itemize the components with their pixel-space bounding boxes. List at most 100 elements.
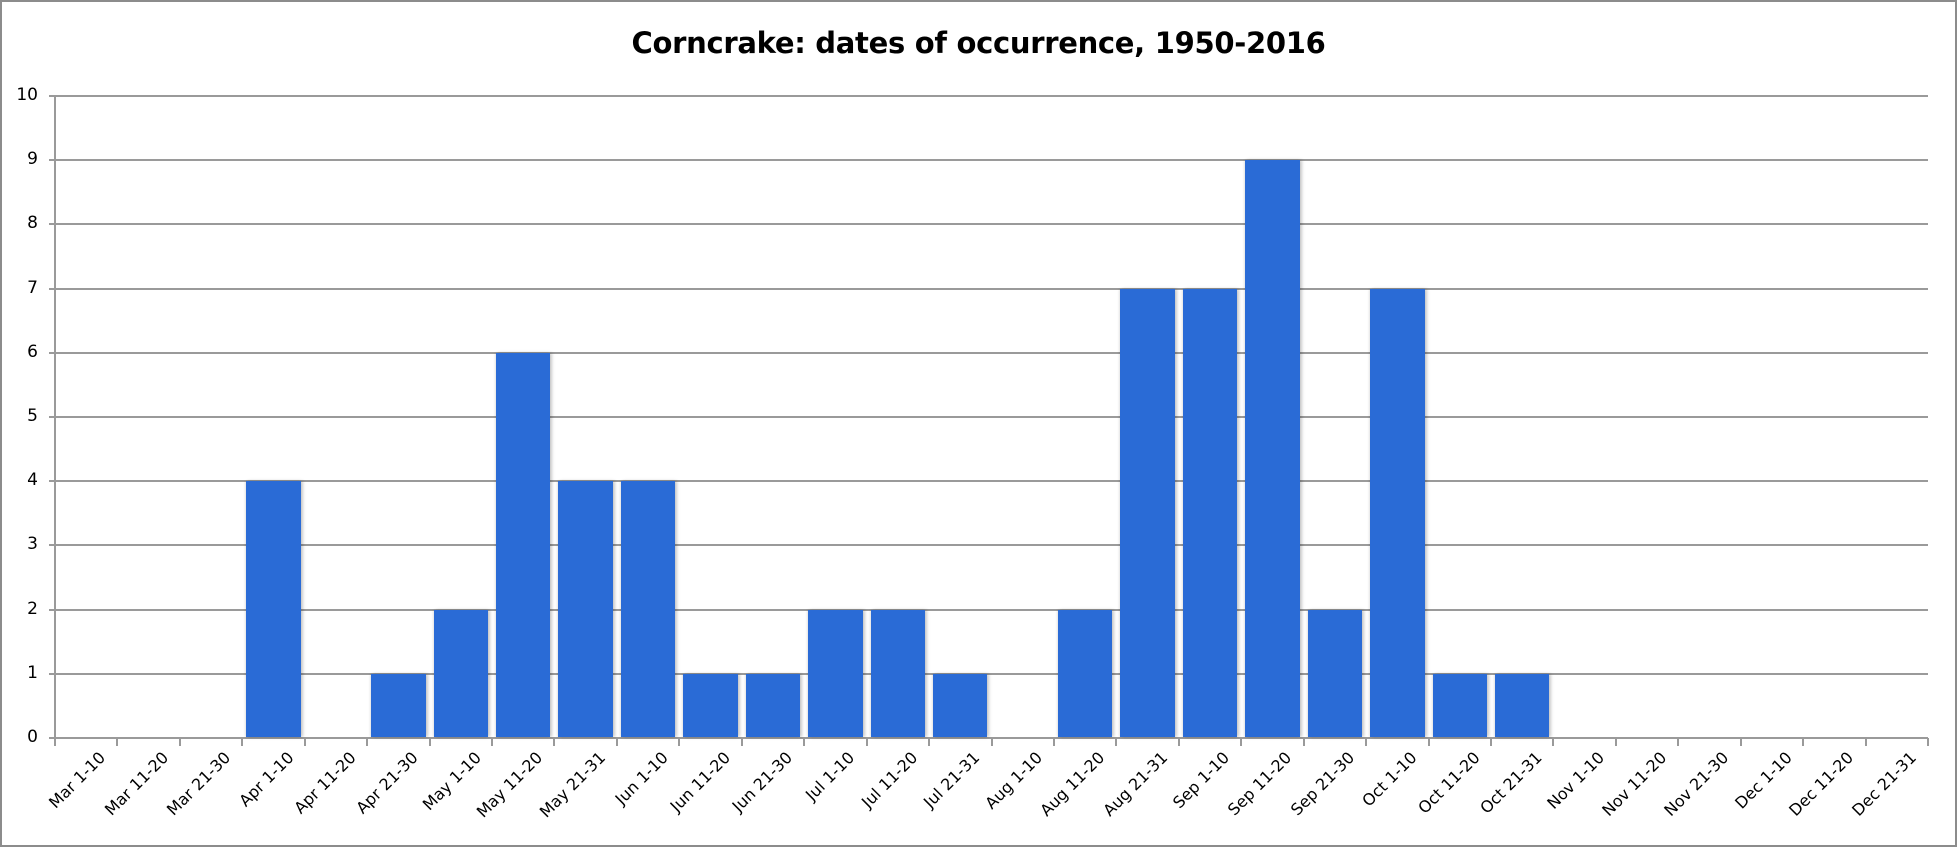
- y-tick-label: 3: [27, 534, 38, 555]
- x-tick-mark: [303, 738, 306, 746]
- x-tick-mark: [1365, 738, 1368, 746]
- x-tick-mark: [366, 738, 369, 746]
- gridline: [55, 95, 1928, 97]
- x-tick-mark: [1177, 738, 1180, 746]
- x-tick-mark: [1052, 738, 1055, 746]
- bar-jul-21-31: [933, 673, 988, 737]
- x-tick-label: Jul 21-31: [920, 748, 984, 812]
- x-tick-label: Dec 1-10: [1731, 748, 1796, 813]
- x-tick-label: Mar 11-20: [100, 748, 172, 820]
- x-tick-mark: [1240, 738, 1243, 746]
- x-tick-label: Apr 21-30: [352, 748, 423, 818]
- y-tick-mark: [49, 287, 55, 290]
- x-tick-label: Apr 1-10: [234, 748, 298, 811]
- x-tick-mark: [491, 738, 494, 746]
- bar-apr-21-30: [371, 673, 426, 737]
- x-tick-label: Nov 1-10: [1542, 748, 1608, 813]
- y-tick-mark: [49, 416, 55, 418]
- bar-jul-11-20: [870, 609, 926, 737]
- x-tick-mark: [1614, 738, 1617, 746]
- y-tick-mark: [49, 159, 55, 162]
- x-tick-label: Sep 1-10: [1168, 748, 1234, 813]
- x-tick-label: Dec 21-31: [1847, 748, 1920, 820]
- x-tick-label: Nov 11-20: [1598, 748, 1671, 820]
- y-tick-mark: [49, 672, 55, 675]
- gridline: [55, 480, 1928, 483]
- bar-aug-11-20: [1057, 609, 1113, 737]
- gridline: [55, 287, 1928, 290]
- y-tick-label: 9: [27, 149, 38, 170]
- y-tick-label: 5: [27, 406, 38, 426]
- x-tick-mark: [428, 738, 431, 746]
- x-tick-mark: [241, 738, 244, 746]
- x-tick-label: Dec 11-20: [1785, 748, 1858, 820]
- bar-aug-21-31: [1120, 288, 1175, 737]
- y-tick-mark: [49, 351, 55, 354]
- bar-may-21-31: [558, 481, 613, 737]
- y-tick-mark: [49, 737, 55, 739]
- y-tick-label: 1: [27, 662, 38, 683]
- x-tick-mark: [990, 738, 993, 746]
- y-tick-mark: [49, 608, 55, 611]
- gridline: [55, 223, 1928, 226]
- gridline: [55, 416, 1928, 418]
- x-tick-mark: [1864, 738, 1867, 746]
- y-tick-label: 10: [16, 85, 38, 105]
- x-tick-mark: [1802, 738, 1805, 746]
- x-tick-mark: [1115, 738, 1118, 746]
- y-tick-label: 2: [27, 598, 38, 619]
- x-tick-label: Sep 11-20: [1224, 748, 1296, 820]
- gridline: [55, 544, 1928, 547]
- x-tick-label: May 11-20: [473, 748, 547, 822]
- x-tick-mark: [178, 738, 181, 746]
- gridline: [55, 351, 1928, 354]
- x-tick-mark: [803, 738, 806, 746]
- x-tick-mark: [678, 738, 681, 746]
- bar-jul-1-10: [808, 609, 863, 737]
- x-tick-label: Mar 21-30: [163, 748, 235, 820]
- bar-sep-1-10: [1182, 288, 1238, 737]
- x-tick-label: Aug 1-10: [980, 748, 1046, 813]
- x-tick-mark: [54, 738, 56, 746]
- x-tick-mark: [1552, 738, 1555, 746]
- x-tick-mark: [1739, 738, 1742, 746]
- x-tick-mark: [1302, 738, 1305, 746]
- bar-sep-11-20: [1245, 160, 1300, 737]
- bar-apr-1-10: [246, 481, 301, 737]
- gridline: [55, 672, 1928, 675]
- gridline: [55, 608, 1928, 611]
- bar-jun-1-10: [620, 481, 676, 737]
- x-tick-mark: [1489, 738, 1492, 746]
- bar-sep-21-30: [1307, 609, 1363, 737]
- x-tick-label: Aug 21-31: [1098, 748, 1171, 821]
- x-tick-label: Jul 1-10: [802, 748, 859, 805]
- x-tick-label: Aug 11-20: [1036, 748, 1109, 821]
- x-tick-mark: [740, 738, 743, 746]
- x-tick-label: Sep 21-30: [1286, 748, 1359, 820]
- bar-may-1-10: [433, 609, 489, 737]
- bar-may-11-20: [496, 352, 551, 737]
- x-tick-mark: [615, 738, 618, 746]
- y-tick-mark: [49, 95, 55, 97]
- y-tick-label: 4: [27, 470, 38, 491]
- x-tick-label: Jul 11-20: [857, 748, 922, 812]
- x-tick-mark: [928, 738, 931, 746]
- x-tick-label: Jun 11-20: [665, 748, 734, 816]
- y-tick-mark: [49, 480, 55, 483]
- y-tick-mark: [49, 223, 55, 226]
- bar-oct-1-10: [1370, 288, 1425, 737]
- x-tick-label: Jun 1-10: [611, 748, 672, 809]
- x-tick-mark: [865, 738, 868, 746]
- x-tick-mark: [1677, 738, 1680, 746]
- x-tick-label: Apr 11-20: [290, 748, 360, 818]
- y-tick-label: 0: [27, 727, 38, 747]
- bar-oct-21-31: [1494, 673, 1550, 737]
- bar-jun-11-20: [683, 673, 738, 737]
- x-tick-label: Oct 11-20: [1413, 748, 1484, 818]
- y-tick-label: 7: [27, 277, 38, 298]
- y-tick-label: 6: [27, 341, 38, 362]
- x-tick-label: Oct 1-10: [1358, 748, 1421, 811]
- chart-title: Corncrake: dates of occurrence, 1950-201…: [631, 26, 1326, 60]
- y-axis: [54, 96, 56, 738]
